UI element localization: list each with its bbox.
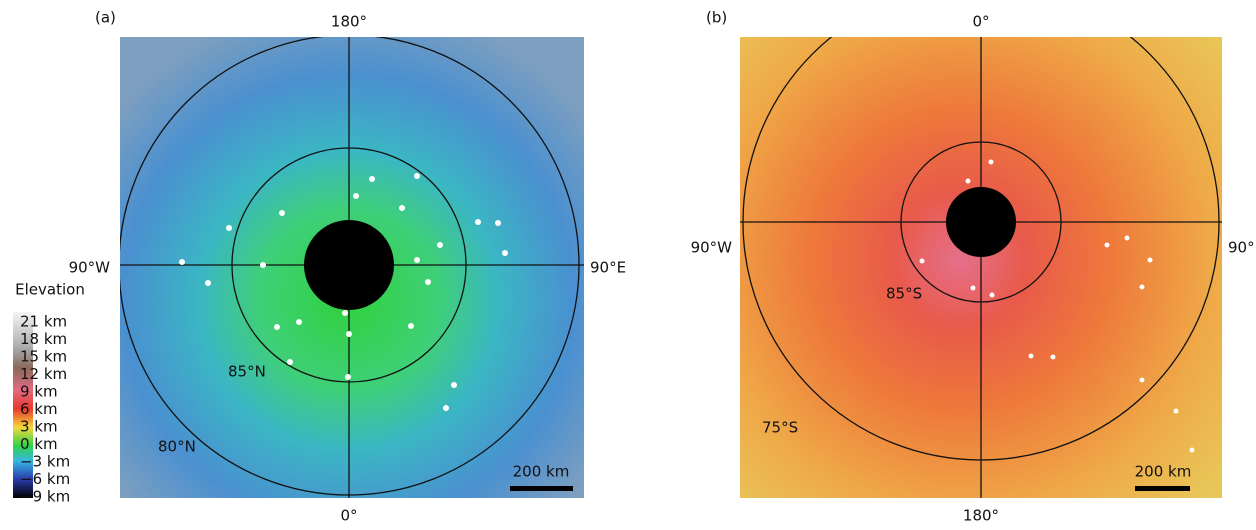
latitude-label: 85°S	[886, 285, 922, 303]
colorbar-tick-label: −3 km	[20, 453, 70, 471]
meridian-label: 180°	[963, 507, 999, 525]
panel-label: (a)	[95, 9, 116, 27]
colorbar-tick-label: 21 km	[20, 313, 67, 331]
meridian-label: 180°	[331, 13, 367, 31]
latitude-label: 85°N	[228, 363, 266, 381]
colorbar-tick-label: 15 km	[20, 348, 67, 366]
colorbar-tick-label: 18 km	[20, 330, 67, 348]
colorbar-tick-label: 9 km	[20, 383, 58, 401]
colorbar-tick-label: 12 km	[20, 365, 67, 383]
scale-bar-a	[510, 486, 573, 491]
pole-mask-a	[304, 220, 394, 310]
meridian-label: 0°	[340, 507, 357, 525]
panel-label: (b)	[706, 9, 727, 27]
latitude-label: 80°N	[158, 438, 196, 456]
colorbar-tick-label: −9 km	[20, 488, 70, 506]
colorbar-tick-label: 6 km	[20, 400, 58, 418]
colorbar-tick-label: −6 km	[20, 470, 70, 488]
scale-bar-b	[1135, 486, 1190, 491]
colorbar-tick-label: 3 km	[20, 418, 58, 436]
page: (a) 180° 0° 90°W 90°E 85°N 80°N 200 km (…	[0, 0, 1256, 530]
meridian-label: 90°E	[590, 259, 626, 277]
meridian-label: 90°W	[69, 259, 111, 277]
scale-label: 200 km	[1135, 463, 1192, 481]
latitude-label: 75°S	[762, 419, 798, 437]
scale-label: 200 km	[513, 463, 570, 481]
figure: (a) 180° 0° 90°W 90°E 85°N 80°N 200 km (…	[0, 0, 1256, 526]
colorbar-tick-label: 0 km	[20, 435, 58, 453]
colorbar-title: Elevation	[15, 281, 85, 299]
meridian-label: 90°W	[691, 239, 733, 257]
meridian-label: 0°	[972, 13, 989, 31]
meridian-label: 90°E	[1228, 239, 1256, 257]
pole-mask-b	[946, 187, 1016, 257]
